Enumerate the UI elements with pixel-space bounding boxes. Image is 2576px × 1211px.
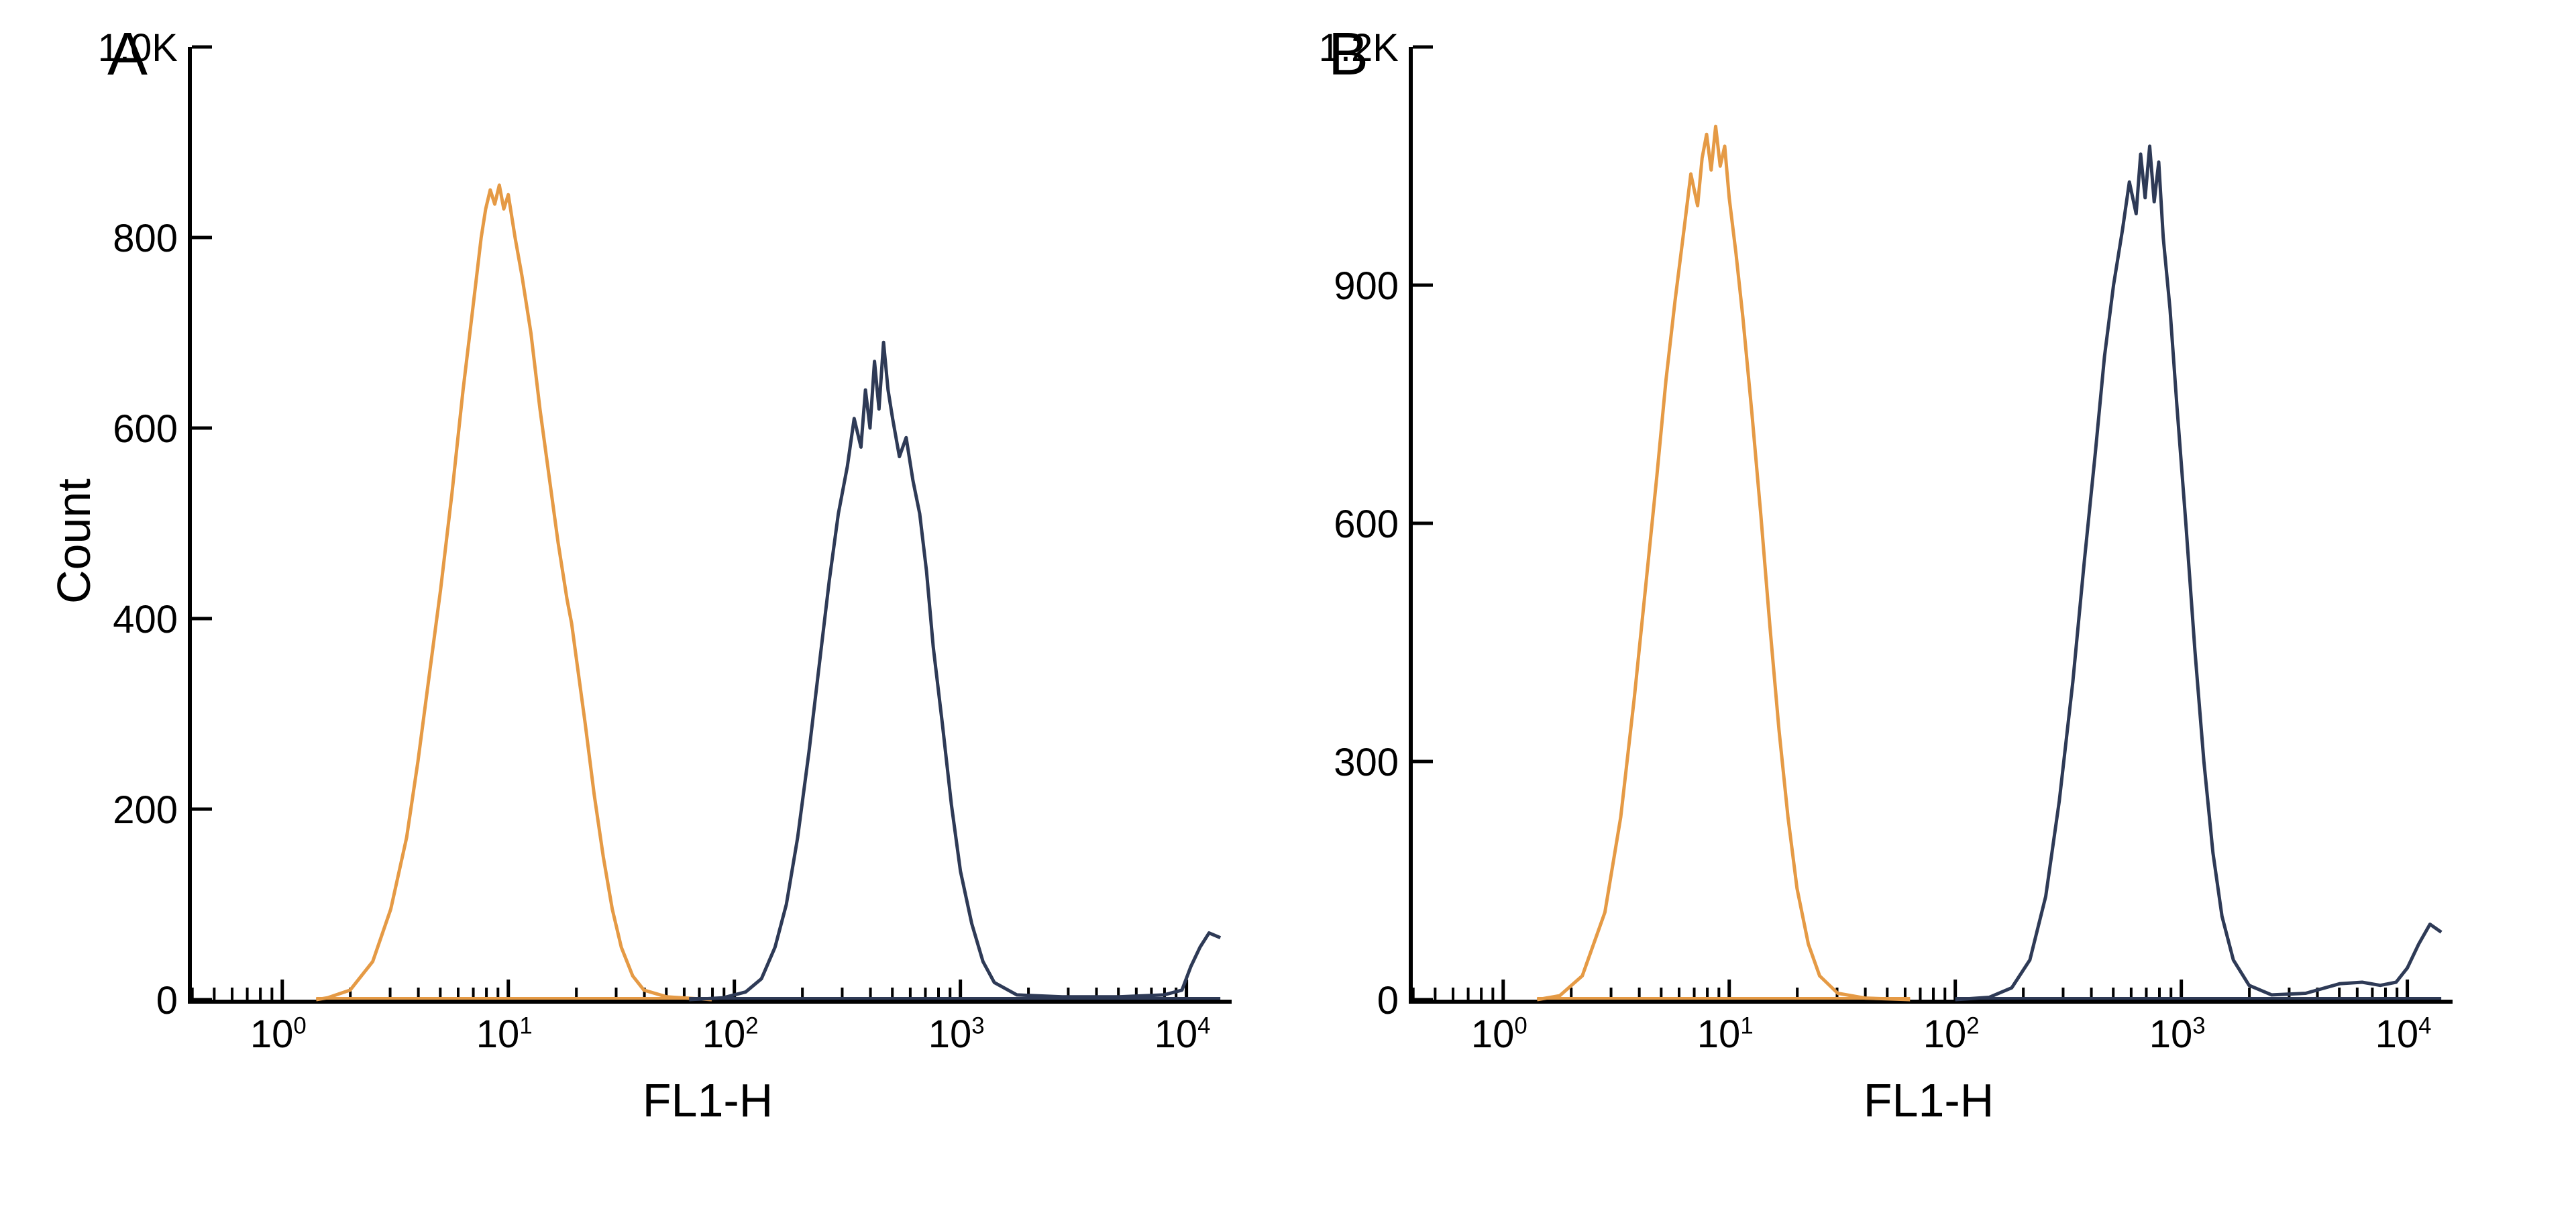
y-tick-label: 400: [113, 597, 178, 642]
y-tick-label: 800: [113, 216, 178, 261]
y-tick-label: 1.0K: [98, 25, 178, 70]
series-orange: [316, 185, 712, 1000]
x-tick-label: 104: [1155, 1012, 1211, 1057]
x-tick-label: 100: [1471, 1012, 1527, 1057]
x-tick-label: 104: [2375, 1012, 2432, 1057]
series-navy: [689, 342, 1220, 1000]
y-tick-label: 200: [113, 788, 178, 833]
x-tick-label: 102: [1923, 1012, 1980, 1057]
x-tick-label: 103: [2149, 1012, 2206, 1057]
y-tick-label: 300: [1334, 740, 1399, 785]
panel-a-plot-area: [188, 47, 1232, 1004]
panel-a-svg: [192, 47, 1232, 1000]
y-tick-label: 900: [1334, 264, 1399, 309]
figure: A B Count 02004006008001.0K1001011021031…: [0, 0, 2576, 1211]
y-tick-label: 1.2K: [1319, 25, 1399, 70]
x-tick-label: 101: [1697, 1012, 1754, 1057]
panel-b-svg: [1413, 47, 2453, 1000]
x-axis-label: FL1-H: [1864, 1073, 1994, 1127]
y-tick-label: 600: [1334, 502, 1399, 547]
y-tick-label: 0: [156, 978, 178, 1023]
x-tick-label: 100: [250, 1012, 307, 1057]
series-navy: [1955, 146, 2442, 1000]
x-axis-label: FL1-H: [643, 1073, 773, 1127]
x-tick-label: 103: [928, 1012, 985, 1057]
series-orange: [1537, 126, 1910, 1000]
panel-b-plot-area: [1409, 47, 2453, 1004]
x-tick-label: 102: [702, 1012, 759, 1057]
y-tick-label: 600: [113, 407, 178, 452]
y-tick-label: 0: [1377, 978, 1399, 1023]
y-axis-label: Count: [47, 478, 101, 604]
x-tick-label: 101: [476, 1012, 533, 1057]
